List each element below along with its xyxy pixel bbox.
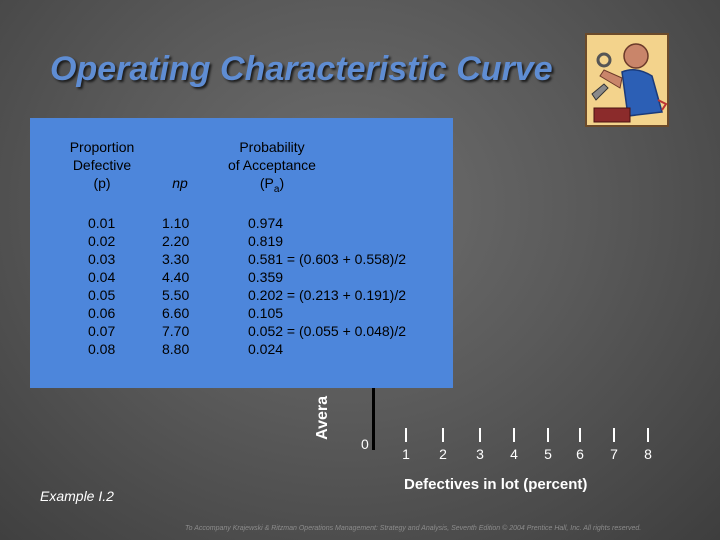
x-axis-tick (513, 428, 515, 442)
table-cell-pa: 0.024 (248, 341, 284, 357)
table-cell-np: 3.30 (162, 251, 190, 267)
table-cell-p: 0.06 (88, 305, 116, 321)
table-cell-np: 7.70 (162, 323, 190, 339)
column-proportion: 0.01 0.02 0.03 0.04 0.05 0.06 0.07 0.08 (88, 214, 115, 358)
table-cell-pa: 0.359 (248, 269, 284, 285)
table-cell-np: 8.80 (162, 341, 190, 357)
x-tick-label: 7 (610, 446, 618, 462)
header-probability-acceptance: Probability of Acceptance (Pa) (228, 139, 316, 195)
oc-table-panel: Proportion Defective (p) np Probability … (30, 118, 453, 388)
table-cell-p: 0.05 (88, 287, 116, 303)
table-cell-pa: 0.819 (248, 233, 284, 249)
x-axis-label: Defectives in lot (percent) (404, 476, 588, 493)
x-axis-tick (613, 428, 615, 442)
table-cell-np: 4.40 (162, 269, 190, 285)
x-axis-tick (405, 428, 407, 442)
x-axis-tick (547, 428, 549, 442)
column-probability: 0.974 0.819 0.581 = (0.603 + 0.558)/2 0.359… (248, 214, 406, 358)
table-cell-np: 1.10 (162, 215, 190, 231)
x-tick-label: 1 (402, 446, 410, 462)
table-cell-pa: 0.202 = (0.213 + 0.191)/2 (248, 287, 407, 303)
x-tick-label: 6 (576, 446, 584, 462)
table-cell-pa: 0.052 = (0.055 + 0.048)/2 (248, 323, 407, 339)
x-tick-label: 5 (544, 446, 552, 462)
table-cell-pa: 0.581 = (0.603 + 0.558)/2 (248, 251, 407, 267)
origin-label: 0 (361, 436, 369, 452)
table-cell-pa: 0.974 (248, 215, 284, 231)
x-tick-label: 2 (439, 446, 447, 462)
table-cell-pa: 0.105 (248, 305, 284, 321)
slide-title: Operating Characteristic Curve (50, 50, 553, 88)
header-np: np (172, 175, 188, 191)
x-axis-tick (579, 428, 581, 442)
x-axis-tick (479, 428, 481, 442)
worker-clipart-icon (585, 33, 669, 127)
table-cell-p: 0.07 (88, 323, 116, 339)
header-proportion-defective: Proportion Defective (p) (69, 139, 135, 191)
copyright-footer: To Accompany Krajewski & Ritzman Operati… (185, 525, 642, 532)
table-cell-np: 6.60 (162, 305, 190, 321)
table-cell-np: 5.50 (162, 287, 190, 303)
x-tick-label: 4 (510, 446, 518, 462)
table-cell-p: 0.01 (88, 215, 116, 231)
table-cell-p: 0.03 (88, 251, 116, 267)
x-tick-label: 8 (644, 446, 652, 462)
table-cell-np: 2.20 (162, 233, 190, 249)
x-axis-tick (442, 428, 444, 442)
x-axis-tick (647, 428, 649, 442)
table-cell-p: 0.08 (88, 341, 116, 357)
table-cell-p: 0.04 (88, 269, 116, 285)
column-np: 1.10 2.20 3.30 4.40 5.50 6.60 7.70 8.80 (162, 214, 189, 358)
example-label: Example I.2 (40, 488, 114, 504)
table-cell-p: 0.02 (88, 233, 116, 249)
x-tick-label: 3 (476, 446, 484, 462)
